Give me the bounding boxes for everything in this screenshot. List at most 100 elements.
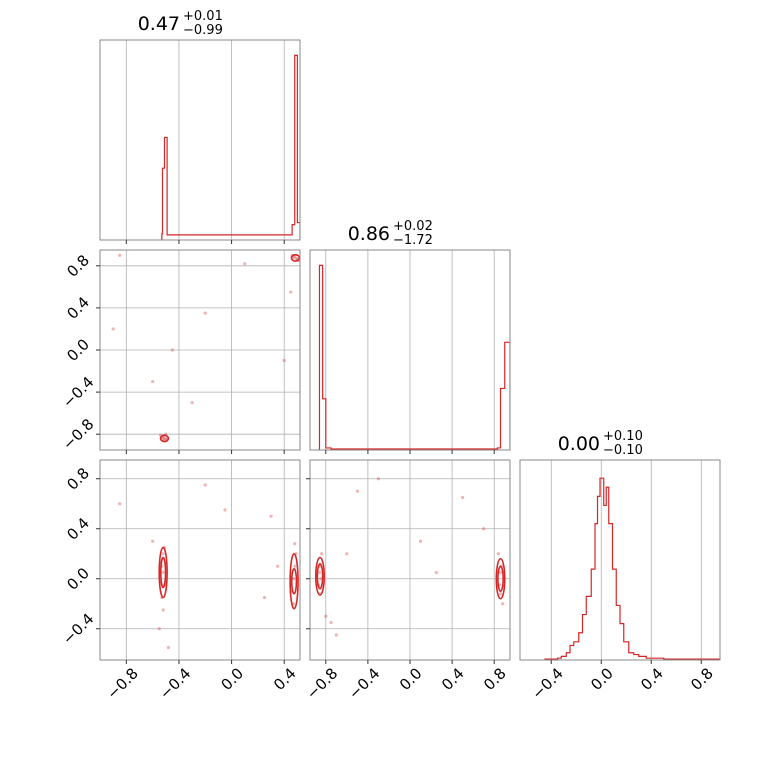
scatter-point [162, 436, 167, 441]
param-title-minus: −1.72 [393, 233, 433, 248]
density-contour [290, 567, 298, 595]
density-contour [159, 556, 167, 589]
scatter-point [498, 592, 503, 596]
scatter-point [262, 595, 267, 600]
x-tick-label: −0.4 [345, 664, 383, 702]
scatter-point [318, 577, 323, 581]
scatter-point [151, 379, 155, 384]
scatter-point [294, 256, 298, 261]
param-title-value: 0.47 [138, 13, 180, 35]
x-tick-label: 0.4 [637, 664, 667, 694]
scatter-point [291, 255, 296, 259]
scatter-point [118, 253, 122, 257]
panel-1-1: 0.86 +0.02−1.72 [309, 219, 511, 454]
scatter-point [203, 483, 207, 487]
y-tick-label: −0.4 [59, 373, 97, 411]
x-tick-label: −0.8 [103, 664, 141, 702]
scatter-point [501, 602, 505, 606]
y-tick-label: 0.8 [63, 251, 93, 281]
scatter-point [482, 527, 486, 531]
scatter-point [291, 577, 296, 581]
panel-2-2: 0.00 +0.10−0.10 −0.4 0.0 0.4 0.8 [519, 429, 721, 703]
param-title-value: 0.86 [348, 223, 390, 245]
scatter-point [161, 552, 165, 556]
histogram-0 [161, 54, 300, 240]
y-tick-label: 0.4 [63, 514, 93, 544]
x-tick-label: 0.0 [396, 664, 426, 694]
density-contour [290, 253, 300, 262]
scatter-point [269, 514, 273, 518]
scatter-point [190, 401, 194, 405]
density-contour [159, 434, 170, 443]
scatter-point [319, 552, 324, 556]
param-title-plus: +0.02 [393, 219, 433, 234]
density-contour [314, 556, 326, 596]
density-contour [495, 557, 506, 600]
density-contour [497, 565, 504, 593]
x-tick-label: 0.8 [480, 664, 510, 694]
histogram-2 [544, 477, 720, 660]
scatter-point [293, 542, 297, 546]
density-contour [316, 562, 324, 590]
scatter-point [118, 502, 122, 506]
x-tick-label: 0.8 [687, 664, 717, 694]
panel-frame [99, 459, 301, 661]
scatter-point [111, 327, 115, 331]
scatter-point [418, 539, 423, 543]
scatter-layer [111, 253, 300, 443]
scatter-point [157, 627, 161, 631]
panel-frame [99, 39, 301, 241]
scatter-point [203, 311, 207, 315]
scatter-point [334, 633, 338, 637]
x-tick-label: −0.8 [303, 664, 341, 702]
scatter-point [223, 508, 227, 512]
scatter-point [317, 570, 322, 575]
panel-2-1: −0.8 −0.4 0.0 0.4 0.8 [303, 459, 511, 703]
panel-1-0: −0.8 −0.4 0.0 0.4 0.8 [59, 249, 301, 454]
scatter-point [289, 290, 293, 294]
scatter-point [293, 564, 297, 568]
x-tick-label: 0.0 [587, 664, 617, 694]
scatter-layer [314, 477, 506, 637]
scatter-point [329, 620, 333, 625]
scatter-point [276, 564, 280, 568]
panel-0-0: 0.47 +0.01−0.99 [99, 9, 301, 244]
scatter-point [496, 552, 501, 556]
histogram-1 [318, 264, 510, 450]
scatter-point [434, 570, 438, 575]
scatter-point [376, 477, 381, 481]
x-tick-label: 0.4 [438, 664, 468, 694]
scatter-point [243, 262, 247, 266]
x-tick-label: 0.0 [218, 664, 248, 694]
scatter-point [324, 614, 328, 618]
y-tick-label: 0.4 [63, 293, 93, 323]
scatter-point [282, 358, 286, 363]
y-tick-label: 0.0 [63, 335, 93, 365]
param-title-minus: −0.99 [183, 23, 223, 38]
density-contour [289, 552, 299, 610]
scatter-point [151, 539, 155, 543]
scatter-layer [118, 483, 299, 650]
param-title-value: 0.00 [558, 433, 600, 455]
x-tick-label: 0.4 [270, 664, 300, 694]
scatter-point [164, 437, 168, 442]
y-tick-label: 0.8 [63, 464, 93, 494]
scatter-point [161, 437, 165, 442]
param-title-minus: −0.10 [603, 443, 643, 458]
y-tick-label: 0.0 [63, 564, 93, 594]
x-tick-label: −0.4 [528, 664, 566, 702]
scatter-point [498, 570, 503, 575]
panel-2-0: −0.8 −0.4 0.0 0.4−0.40.00.40.8 [59, 459, 301, 703]
y-tick-label: −0.4 [59, 610, 97, 648]
param-title-plus: +0.01 [183, 9, 223, 24]
scatter-point [161, 570, 165, 575]
scatter-point [161, 608, 165, 612]
scatter-point [345, 552, 349, 556]
density-contour [158, 546, 168, 599]
x-tick-label: −0.4 [156, 664, 194, 702]
scatter-point [461, 495, 465, 500]
y-tick-label: −0.8 [59, 415, 97, 453]
panel-frame [519, 459, 721, 661]
scatter-point [166, 645, 171, 650]
